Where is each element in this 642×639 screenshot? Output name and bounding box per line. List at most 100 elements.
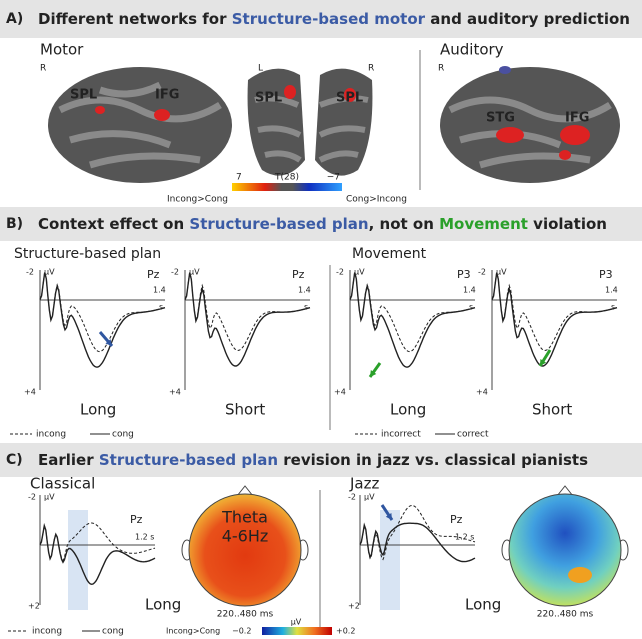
- label: P3: [599, 268, 613, 281]
- label: incorrect: [381, 430, 421, 440]
- label: A): [6, 11, 23, 27]
- label: Long: [465, 596, 501, 614]
- label: C): [6, 452, 23, 468]
- waveform: [185, 273, 310, 366]
- label: −0.2: [232, 627, 251, 636]
- title-part: Earlier: [38, 451, 99, 469]
- label: +2: [348, 602, 360, 611]
- label: Auditory: [440, 41, 504, 59]
- waveform: [492, 273, 617, 366]
- waveform: [360, 523, 475, 561]
- title-part: Movement: [439, 215, 528, 233]
- panel-title: Context effect on Structure-based plan, …: [38, 215, 607, 233]
- label: Classical: [30, 475, 95, 493]
- title-part: Structure-based motor: [232, 10, 426, 28]
- label: -2: [336, 268, 344, 277]
- waveform: [350, 273, 475, 368]
- label: R: [40, 64, 46, 74]
- label: incong: [32, 627, 62, 637]
- brain-top-right: [315, 69, 372, 176]
- label: Theta: [221, 508, 268, 527]
- title-part: Structure-based plan: [189, 215, 368, 233]
- colorbar: [262, 627, 332, 635]
- title-part: , not on: [369, 215, 440, 233]
- label: IFG: [155, 88, 179, 103]
- label: Long: [390, 401, 426, 419]
- label: correct: [457, 430, 489, 440]
- label: SPL: [336, 91, 363, 106]
- title-part: and auditory prediction: [425, 10, 630, 28]
- title-part: Context effect on: [38, 215, 189, 233]
- label: L: [258, 64, 263, 74]
- label: -2: [478, 268, 486, 277]
- label: +0.2: [336, 627, 355, 636]
- label: cong: [102, 627, 124, 637]
- topo-blob: [568, 567, 592, 583]
- label: s: [469, 303, 473, 312]
- label: SPL: [70, 88, 97, 103]
- label: Motor: [40, 41, 84, 59]
- label: STG: [486, 111, 515, 126]
- label: Pz: [147, 268, 160, 281]
- label: +4: [334, 388, 346, 397]
- figure: A) Different networks for Structure-based…: [0, 0, 642, 639]
- label: T(28): [274, 173, 299, 183]
- label: Incong>Cong: [167, 195, 228, 205]
- label: 220..480 ms: [217, 610, 274, 620]
- label: Incong>Cong: [166, 627, 220, 636]
- label: incong: [36, 430, 66, 440]
- label: Cong>Incong: [346, 195, 407, 205]
- label: +2: [28, 602, 40, 611]
- panel-title: Earlier Structure-based plan revision in…: [38, 451, 588, 469]
- label: B): [6, 216, 23, 232]
- label: s: [304, 303, 308, 312]
- label: Long: [80, 401, 116, 419]
- label: 1.4: [298, 286, 311, 295]
- topomap: [509, 494, 621, 606]
- label: -2: [348, 493, 356, 502]
- label: s: [159, 303, 163, 312]
- brain-auditory-lateral: [440, 66, 620, 183]
- label: 7: [236, 173, 242, 183]
- label: μV: [291, 618, 302, 627]
- label: 4-6Hz: [222, 527, 269, 546]
- title-part: revision in jazz vs. classical pianists: [278, 451, 588, 469]
- label: Jazz: [349, 475, 379, 493]
- brain-motor-lateral: [48, 67, 232, 183]
- title-part: Structure-based plan: [99, 451, 278, 469]
- label: Pz: [292, 268, 305, 281]
- label: s: [611, 303, 615, 312]
- title-part: violation: [528, 215, 607, 233]
- label: Short: [532, 401, 572, 419]
- label: 220..480 ms: [537, 610, 594, 620]
- label: -2: [171, 268, 179, 277]
- panel-title: Different networks for Structure-based m…: [38, 10, 630, 28]
- label: Long: [145, 596, 181, 614]
- label: IFG: [565, 111, 589, 126]
- title-part: Different networks for: [38, 10, 232, 28]
- label: μV: [44, 493, 55, 502]
- label: SPL: [255, 91, 282, 106]
- label: 1.2 s: [455, 533, 474, 542]
- waveform: [40, 523, 155, 560]
- label: Structure-based plan: [14, 246, 161, 262]
- label: Pz: [450, 513, 463, 526]
- colorbar: [232, 183, 342, 191]
- label: +4: [169, 388, 181, 397]
- label: P3: [457, 268, 471, 281]
- label: 1.4: [153, 286, 166, 295]
- label: −7: [327, 173, 340, 183]
- brain-top-left: [248, 69, 305, 176]
- label: cong: [112, 430, 134, 440]
- label: +4: [476, 388, 488, 397]
- label: -2: [28, 493, 36, 502]
- label: -2: [26, 268, 34, 277]
- label: R: [438, 64, 444, 74]
- label: Short: [225, 401, 265, 419]
- waveform: [40, 273, 165, 368]
- label: R: [368, 64, 374, 74]
- label: +4: [24, 388, 36, 397]
- label: 1.2 s: [135, 533, 154, 542]
- label: 1.4: [463, 286, 476, 295]
- label: Pz: [130, 513, 143, 526]
